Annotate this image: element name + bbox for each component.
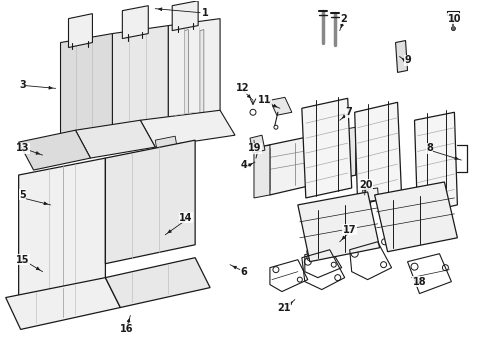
Text: 17: 17 <box>342 225 356 235</box>
Text: 4: 4 <box>240 160 247 170</box>
Text: 9: 9 <box>404 55 410 66</box>
Text: 13: 13 <box>16 143 29 153</box>
Polygon shape <box>155 150 177 167</box>
Text: 16: 16 <box>120 324 133 334</box>
Polygon shape <box>68 14 92 48</box>
Text: 6: 6 <box>240 267 247 276</box>
Polygon shape <box>269 97 291 115</box>
Text: 18: 18 <box>412 276 426 287</box>
Polygon shape <box>297 192 379 262</box>
Polygon shape <box>6 278 120 329</box>
Text: 1: 1 <box>202 8 208 18</box>
Text: 3: 3 <box>19 80 26 90</box>
Text: 19: 19 <box>248 143 261 153</box>
Polygon shape <box>395 41 407 72</box>
Polygon shape <box>374 182 456 252</box>
Polygon shape <box>140 110 235 147</box>
Polygon shape <box>253 130 355 195</box>
Text: 8: 8 <box>425 143 432 153</box>
Polygon shape <box>19 158 105 298</box>
Polygon shape <box>339 127 355 178</box>
Text: 12: 12 <box>236 84 249 93</box>
Polygon shape <box>19 130 90 170</box>
Polygon shape <box>122 6 148 39</box>
Polygon shape <box>155 136 177 152</box>
Polygon shape <box>414 112 456 214</box>
Text: 2: 2 <box>340 14 346 24</box>
Text: 10: 10 <box>447 14 460 24</box>
Polygon shape <box>105 258 210 307</box>
Polygon shape <box>184 30 188 123</box>
Polygon shape <box>75 120 155 158</box>
Polygon shape <box>105 140 195 264</box>
Polygon shape <box>253 145 269 198</box>
Polygon shape <box>61 33 112 147</box>
Text: 20: 20 <box>358 180 372 190</box>
Polygon shape <box>362 188 378 202</box>
Polygon shape <box>172 1 198 31</box>
Text: 15: 15 <box>16 255 29 265</box>
Polygon shape <box>354 102 401 205</box>
Polygon shape <box>249 135 264 153</box>
Text: 11: 11 <box>258 95 271 105</box>
Text: 5: 5 <box>19 190 26 200</box>
Text: 14: 14 <box>179 213 193 223</box>
Polygon shape <box>112 26 168 137</box>
Polygon shape <box>200 30 203 123</box>
Text: 7: 7 <box>345 107 351 117</box>
Text: 21: 21 <box>277 302 290 312</box>
Polygon shape <box>168 19 220 128</box>
Circle shape <box>450 27 454 31</box>
Polygon shape <box>301 98 351 198</box>
